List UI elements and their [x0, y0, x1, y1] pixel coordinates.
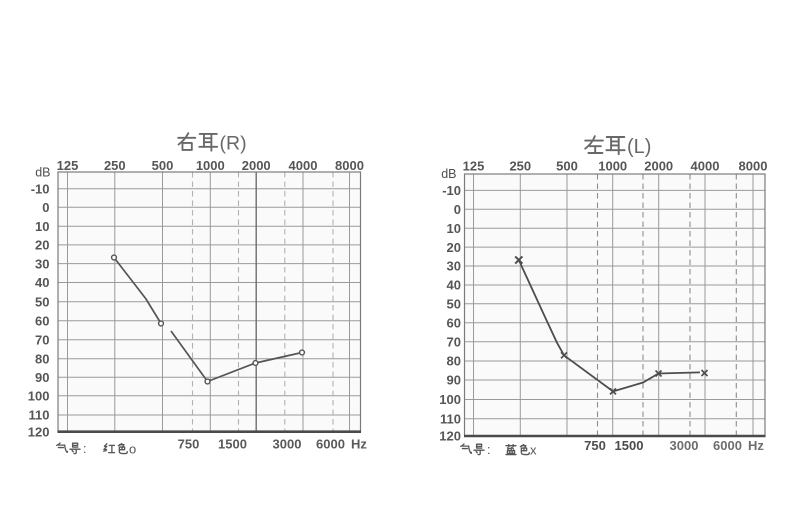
svg-text:250: 250: [104, 158, 126, 173]
svg-text:6000: 6000: [316, 437, 345, 452]
svg-text:8000: 8000: [739, 159, 768, 174]
svg-text:50: 50: [35, 295, 49, 310]
svg-text:100: 100: [28, 389, 50, 404]
svg-text:dB: dB: [35, 166, 50, 180]
svg-text:8000: 8000: [335, 158, 364, 173]
svg-text:(R): (R): [220, 133, 247, 155]
svg-text:90: 90: [447, 373, 461, 388]
svg-text:10: 10: [35, 219, 49, 234]
svg-text:750: 750: [584, 438, 606, 453]
svg-text:Hz: Hz: [748, 438, 764, 453]
svg-text:80: 80: [35, 352, 49, 367]
svg-text:120: 120: [439, 429, 461, 444]
svg-text:0: 0: [42, 200, 49, 215]
svg-text:6000: 6000: [713, 438, 742, 453]
svg-text:90: 90: [35, 370, 49, 385]
svg-text:dB: dB: [441, 167, 456, 181]
svg-text:60: 60: [447, 315, 461, 330]
svg-text:-10: -10: [442, 183, 461, 198]
svg-text:4000: 4000: [691, 159, 720, 174]
svg-text::: :: [83, 442, 86, 456]
svg-text:1000: 1000: [196, 158, 225, 173]
svg-text:1000: 1000: [598, 159, 627, 174]
svg-text:120: 120: [28, 424, 50, 439]
svg-text:1500: 1500: [615, 438, 644, 453]
svg-text:10: 10: [447, 221, 461, 236]
svg-text:3000: 3000: [670, 438, 699, 453]
svg-text:70: 70: [447, 334, 461, 349]
svg-text:x: x: [530, 443, 537, 458]
svg-text:40: 40: [447, 278, 461, 293]
svg-text:750: 750: [178, 437, 200, 452]
svg-text:1500: 1500: [218, 437, 247, 452]
svg-text:80: 80: [447, 354, 461, 369]
svg-text:70: 70: [35, 333, 49, 348]
svg-text:110: 110: [29, 408, 50, 423]
svg-text:3000: 3000: [273, 437, 302, 452]
svg-text:0: 0: [454, 202, 461, 217]
svg-text:2000: 2000: [242, 158, 271, 173]
svg-text:-10: -10: [31, 182, 50, 197]
svg-text:60: 60: [35, 314, 49, 329]
svg-text:2000: 2000: [644, 159, 673, 174]
svg-text:20: 20: [447, 240, 461, 255]
svg-text:500: 500: [556, 159, 578, 174]
svg-text:20: 20: [35, 238, 49, 253]
svg-text::: :: [487, 443, 490, 457]
svg-text:500: 500: [152, 158, 174, 173]
svg-text:125: 125: [463, 159, 485, 174]
svg-text:(L): (L): [627, 136, 651, 158]
svg-text:50: 50: [447, 296, 461, 311]
svg-text:100: 100: [439, 392, 461, 407]
svg-text:30: 30: [35, 256, 49, 271]
svg-text:4000: 4000: [289, 158, 318, 173]
svg-text:30: 30: [447, 259, 461, 274]
svg-text:125: 125: [57, 158, 79, 173]
svg-text:110: 110: [440, 411, 461, 426]
svg-text:Hz: Hz: [351, 437, 367, 452]
svg-text:40: 40: [35, 275, 49, 290]
svg-text:250: 250: [509, 159, 531, 174]
svg-text:o: o: [129, 442, 136, 457]
